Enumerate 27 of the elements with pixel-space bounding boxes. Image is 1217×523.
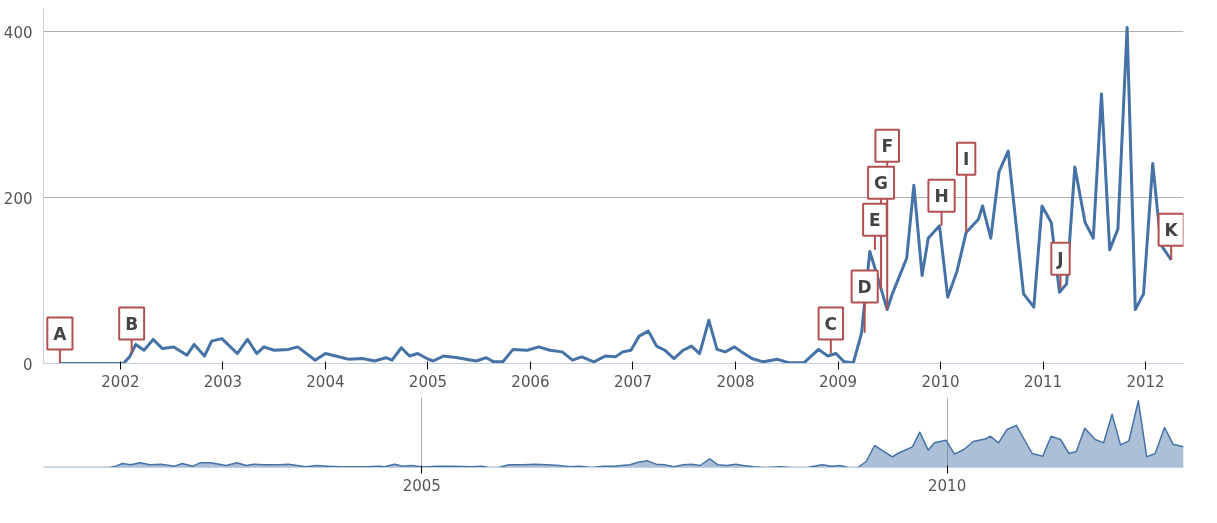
y-tick-label: 0 bbox=[22, 355, 33, 374]
x-tick-label: 2009 bbox=[818, 372, 858, 391]
x-tick-label: 2005 bbox=[408, 372, 448, 391]
y-tick-label: 400 bbox=[3, 23, 33, 42]
annotation: K bbox=[1164, 219, 1179, 240]
x-tick-label: 2005 bbox=[402, 476, 441, 495]
x-tick-label: 2006 bbox=[511, 372, 550, 391]
x-tick-label: 2008 bbox=[716, 372, 755, 391]
annotation: I bbox=[963, 148, 970, 169]
x-tick-label: 2010 bbox=[921, 372, 960, 391]
annotation: H bbox=[934, 185, 949, 206]
y-tick-label: 200 bbox=[3, 189, 33, 208]
x-tick-label: 2003 bbox=[203, 372, 243, 391]
annotation: B bbox=[125, 313, 139, 334]
x-tick-label: 2011 bbox=[1023, 372, 1063, 391]
x-tick-label: 2007 bbox=[613, 372, 653, 391]
annotation: F bbox=[881, 135, 894, 156]
annotation: E bbox=[869, 209, 881, 230]
x-tick-label: 2002 bbox=[101, 372, 140, 391]
annotation: C bbox=[824, 313, 838, 334]
x-tick-label: 2012 bbox=[1126, 372, 1165, 391]
annotation: J bbox=[1056, 248, 1064, 269]
x-tick-label: 2004 bbox=[306, 372, 345, 391]
annotation: A bbox=[53, 323, 68, 344]
x-tick-label: 2010 bbox=[928, 476, 967, 495]
annotation: D bbox=[857, 276, 872, 297]
annotation: G bbox=[874, 172, 889, 193]
